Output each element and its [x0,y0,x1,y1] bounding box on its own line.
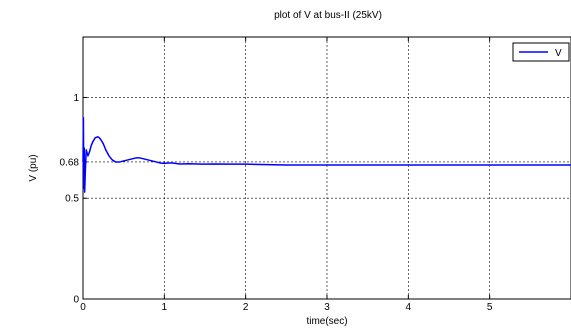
y-tick-label: 1 [73,93,79,104]
x-tick-label: 0 [80,302,86,313]
x-tick-label: 2 [243,302,249,313]
x-tick-label: 4 [406,302,412,313]
y-tick-label: 0.5 [65,194,79,205]
chart-title: plot of V at bus-II (25kV) [274,10,382,21]
x-axis-label: time(sec) [306,316,347,327]
y-tick-label: 0 [73,295,79,306]
y-tick-labels: 0 0.5 0.68 1 [60,93,80,306]
legend: V [512,42,570,62]
x-tick-labels: 0 1 2 3 4 5 [80,302,493,313]
legend-label-v: V [555,48,562,59]
x-tick-label: 3 [324,302,330,313]
series-line-v [82,116,571,193]
grid-lines [83,37,571,299]
series-group [82,116,571,193]
x-tick-label: 1 [162,302,168,313]
plot-area [82,36,571,300]
y-tick-label: 0.68 [60,157,80,168]
x-tick-label: 5 [487,302,493,313]
y-axis-label: V (pu) [28,154,39,181]
